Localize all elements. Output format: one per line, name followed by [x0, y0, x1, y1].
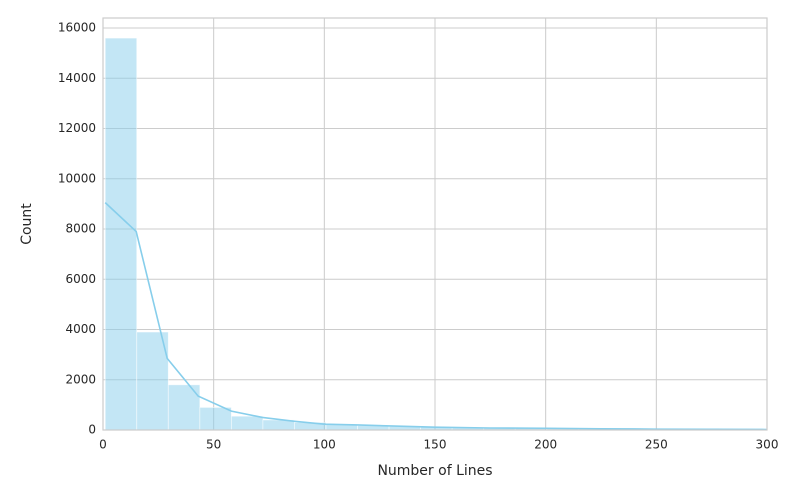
y-tick-label: 0 — [88, 423, 96, 437]
axes-frame — [102, 17, 768, 431]
y-tick-label: 16000 — [58, 21, 96, 35]
bar — [199, 406, 232, 430]
x-tick-label: 200 — [534, 438, 557, 452]
x-axis-label: Number of Lines — [377, 463, 492, 479]
x-tick-label: 300 — [756, 438, 779, 452]
plot-area — [104, 37, 767, 430]
bar — [230, 415, 264, 430]
x-tick-label: 250 — [645, 438, 668, 452]
y-tick-label: 2000 — [65, 372, 96, 386]
x-tick-label: 0 — [99, 438, 107, 452]
x-tick-label: 150 — [424, 438, 447, 452]
y-tick-label: 8000 — [65, 222, 96, 236]
y-tick-label: 4000 — [65, 322, 96, 336]
bar — [104, 37, 138, 430]
y-axis-label: Count — [19, 203, 35, 245]
y-tick-label: 12000 — [58, 121, 96, 135]
y-tick-label: 10000 — [58, 171, 96, 185]
x-tick-label: 100 — [313, 438, 336, 452]
y-tick-label: 14000 — [58, 71, 96, 85]
y-tick-label: 6000 — [65, 272, 96, 286]
kde-line — [104, 202, 767, 430]
x-tick-label: 50 — [206, 438, 221, 452]
